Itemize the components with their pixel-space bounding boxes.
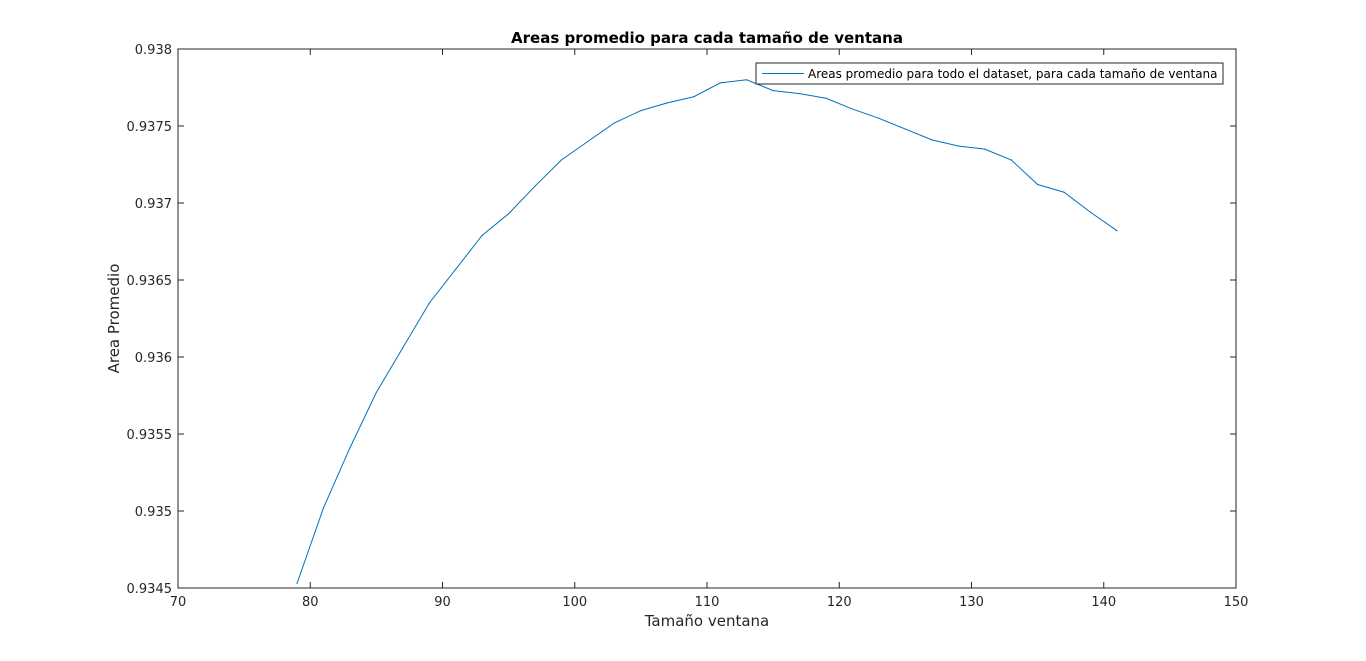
data-point xyxy=(375,391,377,394)
x-tick-label: 80 xyxy=(302,595,319,610)
data-point xyxy=(349,447,351,449)
data-point xyxy=(481,234,483,236)
y-tick-label: 0.9345 xyxy=(127,582,173,597)
data-point xyxy=(746,79,748,81)
x-tick-label: 90 xyxy=(434,595,451,610)
x-tick-label: 100 xyxy=(562,595,587,610)
data-point xyxy=(719,82,721,84)
legend-box xyxy=(755,62,1224,85)
data-point xyxy=(587,140,589,142)
x-tick-label: 140 xyxy=(1091,595,1116,610)
x-tick-label: 120 xyxy=(827,595,852,610)
data-point xyxy=(984,148,986,150)
data-point xyxy=(825,97,827,99)
y-tick-label: 0.935 xyxy=(135,505,172,520)
legend: Areas promedio para todo el dataset, par… xyxy=(755,62,1224,85)
data-point xyxy=(640,110,642,112)
x-tick-label: 130 xyxy=(959,595,984,610)
plot-area xyxy=(177,48,1237,589)
series-line xyxy=(296,79,1118,584)
data-point xyxy=(455,268,457,270)
data-point xyxy=(428,302,430,304)
series-layer xyxy=(296,79,1118,584)
data-point xyxy=(931,139,933,141)
x-tick-label: 150 xyxy=(1224,595,1249,610)
data-point xyxy=(904,128,906,130)
data-point xyxy=(693,96,695,98)
y-tick-label: 0.9365 xyxy=(127,274,173,289)
axis-ticks: 70 80 90 100 110 120 130 140 150 0.9345 0.935 0.935… xyxy=(127,43,1249,610)
data-point xyxy=(1116,230,1118,232)
y-tick-label: 0.9355 xyxy=(127,428,173,443)
y-tick-label: 0.938 xyxy=(135,43,172,58)
x-tick-label: 110 xyxy=(695,595,720,610)
y-tick-label: 0.937 xyxy=(135,197,172,212)
data-point xyxy=(772,89,774,92)
data-point xyxy=(322,507,325,509)
data-point xyxy=(1010,159,1012,161)
data-point xyxy=(851,108,854,110)
y-tick-label: 0.9375 xyxy=(127,120,173,135)
data-point xyxy=(878,117,880,119)
data-point xyxy=(613,122,616,124)
data-point xyxy=(508,213,510,215)
data-point xyxy=(402,347,404,349)
data-point xyxy=(1037,183,1039,186)
y-tick-label: 0.936 xyxy=(135,351,172,366)
x-axis-title: Tamaño ventana xyxy=(644,612,770,630)
data-point xyxy=(666,102,668,104)
data-point xyxy=(1063,191,1065,193)
data-point xyxy=(560,159,563,161)
data-point xyxy=(534,185,536,187)
chart-title: Areas promedio para cada tamaño de venta… xyxy=(511,29,903,47)
data-point xyxy=(296,582,298,584)
data-point xyxy=(1089,211,1092,213)
legend-label: Areas promedio para todo el dataset, par… xyxy=(808,67,1218,81)
data-point xyxy=(798,93,801,95)
y-axis-title: Area Promedio xyxy=(105,264,123,374)
data-point xyxy=(957,145,959,147)
x-tick-label: 70 xyxy=(170,595,187,610)
